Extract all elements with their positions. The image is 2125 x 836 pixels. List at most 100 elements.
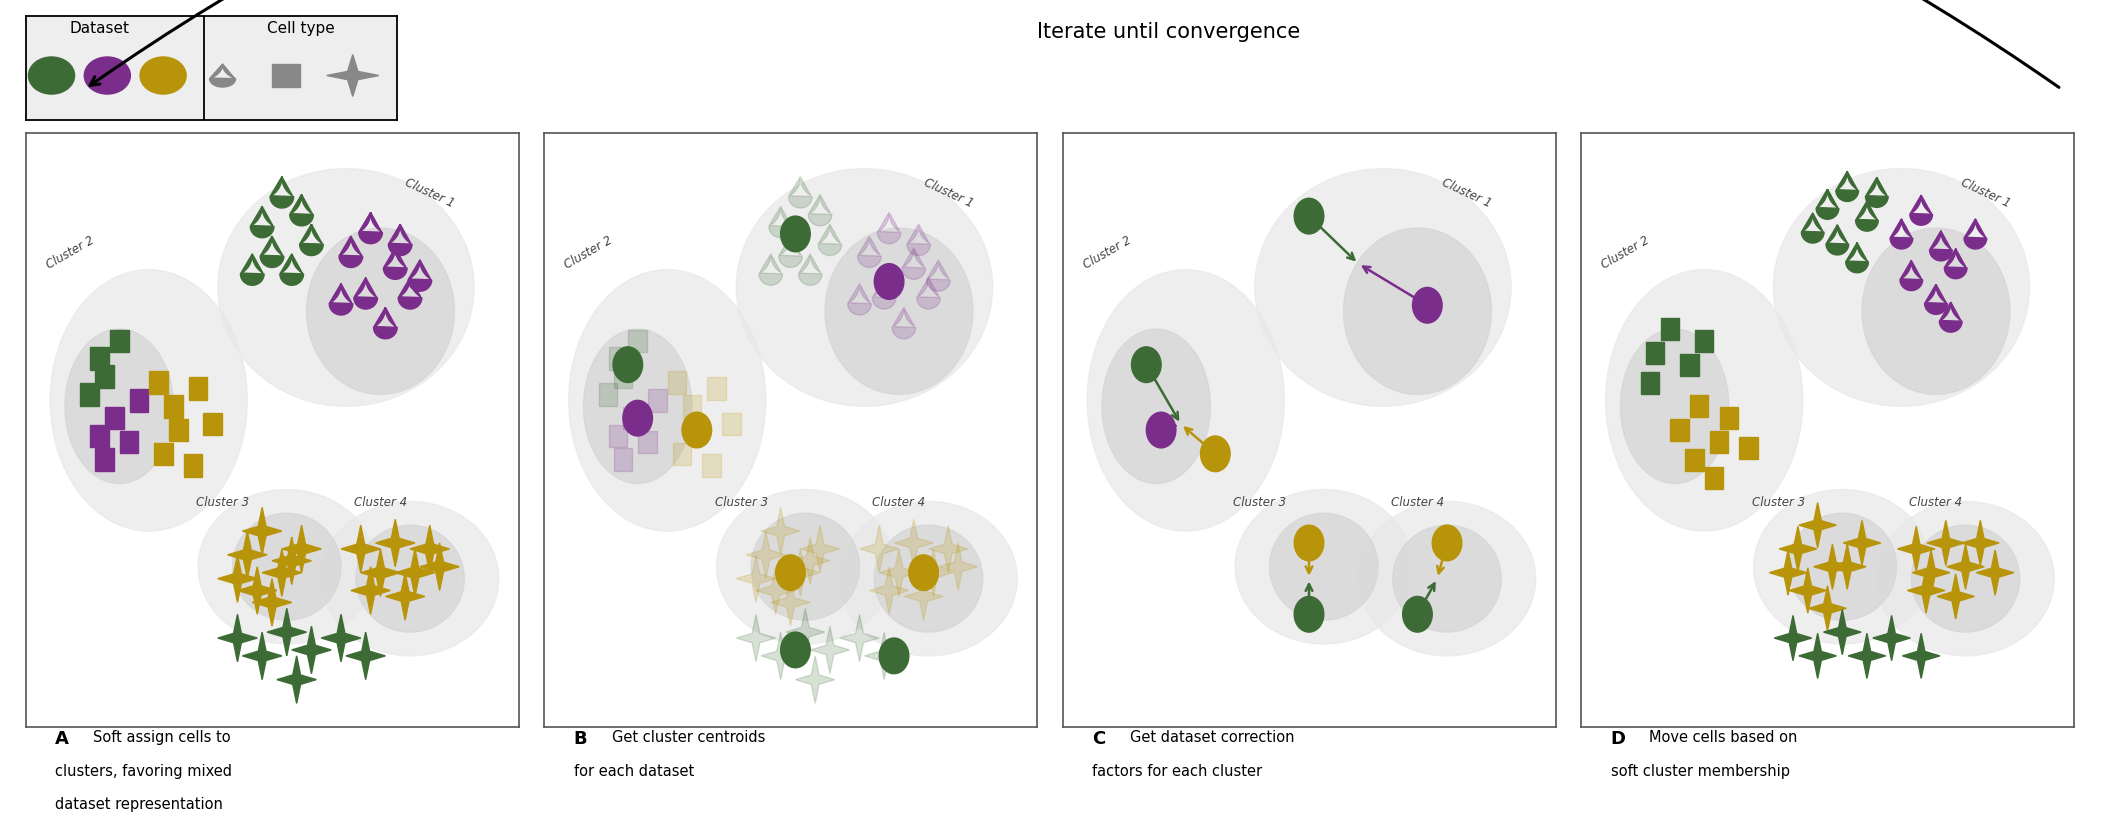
Polygon shape: [253, 579, 291, 626]
Circle shape: [682, 413, 712, 448]
Bar: [608, 426, 627, 448]
Polygon shape: [283, 526, 321, 573]
Ellipse shape: [735, 170, 992, 407]
Ellipse shape: [217, 170, 474, 407]
Ellipse shape: [1392, 526, 1500, 632]
Ellipse shape: [51, 270, 246, 532]
Polygon shape: [1836, 172, 1859, 202]
Bar: [189, 378, 208, 400]
Text: Cluster 3: Cluster 3: [1232, 495, 1286, 508]
Polygon shape: [1900, 261, 1923, 291]
Polygon shape: [361, 549, 400, 597]
Polygon shape: [321, 614, 361, 662]
Circle shape: [780, 217, 810, 252]
Bar: [1670, 420, 1689, 441]
Text: Cluster 4: Cluster 4: [355, 495, 408, 508]
Polygon shape: [1889, 220, 1912, 250]
Polygon shape: [227, 532, 268, 579]
Polygon shape: [907, 225, 931, 257]
Polygon shape: [1940, 303, 1961, 333]
Ellipse shape: [198, 490, 376, 645]
Polygon shape: [329, 284, 353, 316]
Ellipse shape: [1088, 270, 1284, 532]
Bar: [614, 366, 633, 389]
Bar: [1696, 330, 1713, 353]
Text: Cluster 1: Cluster 1: [922, 176, 975, 210]
Polygon shape: [869, 567, 910, 614]
Ellipse shape: [1621, 329, 1730, 484]
Ellipse shape: [1235, 490, 1413, 645]
Polygon shape: [410, 526, 450, 573]
Polygon shape: [1925, 285, 1946, 315]
Polygon shape: [238, 567, 276, 614]
Bar: [164, 395, 183, 418]
Polygon shape: [340, 526, 380, 573]
Circle shape: [1294, 597, 1324, 632]
Polygon shape: [1849, 634, 1885, 679]
Polygon shape: [801, 526, 839, 573]
Circle shape: [1130, 348, 1160, 383]
Polygon shape: [926, 261, 950, 292]
Polygon shape: [810, 626, 850, 674]
Bar: [614, 449, 633, 472]
Bar: [155, 443, 172, 466]
Bar: [170, 420, 187, 441]
Polygon shape: [759, 255, 782, 286]
Bar: [674, 443, 691, 466]
Ellipse shape: [1606, 270, 1802, 532]
Polygon shape: [397, 278, 423, 309]
Polygon shape: [217, 614, 257, 662]
Text: Iterate until convergence: Iterate until convergence: [1037, 23, 1300, 43]
Polygon shape: [1815, 544, 1851, 589]
Ellipse shape: [839, 502, 1018, 656]
Bar: [1704, 467, 1723, 489]
Circle shape: [1413, 288, 1443, 324]
Circle shape: [140, 58, 187, 95]
Bar: [81, 384, 100, 406]
Ellipse shape: [1876, 502, 2055, 656]
Polygon shape: [240, 255, 264, 286]
Bar: [204, 413, 223, 436]
Bar: [96, 366, 115, 389]
Polygon shape: [300, 225, 323, 257]
Polygon shape: [1817, 190, 1838, 220]
Polygon shape: [376, 519, 414, 567]
Ellipse shape: [1862, 229, 2010, 395]
Ellipse shape: [1103, 329, 1211, 484]
Polygon shape: [327, 55, 378, 97]
Text: Cluster 3: Cluster 3: [714, 495, 767, 508]
Polygon shape: [1961, 521, 2000, 566]
Polygon shape: [1976, 550, 2014, 595]
Polygon shape: [421, 543, 459, 591]
Polygon shape: [903, 573, 944, 620]
Bar: [119, 431, 138, 454]
Polygon shape: [1779, 527, 1817, 572]
Polygon shape: [1908, 568, 1944, 614]
Ellipse shape: [355, 526, 463, 632]
Polygon shape: [374, 308, 397, 339]
Bar: [104, 407, 123, 430]
Polygon shape: [408, 261, 431, 292]
Polygon shape: [1808, 586, 1847, 631]
Ellipse shape: [716, 490, 895, 645]
Circle shape: [1145, 413, 1175, 448]
Circle shape: [612, 348, 642, 383]
Bar: [688, 420, 706, 441]
Polygon shape: [276, 656, 317, 704]
Polygon shape: [272, 538, 312, 585]
Bar: [623, 407, 642, 430]
Polygon shape: [1770, 550, 1806, 595]
Text: Move cells based on: Move cells based on: [1649, 729, 1798, 744]
Polygon shape: [261, 549, 302, 597]
Polygon shape: [1847, 243, 1868, 273]
Polygon shape: [865, 632, 903, 680]
Polygon shape: [1902, 634, 1940, 679]
Polygon shape: [242, 632, 283, 680]
Bar: [701, 455, 720, 477]
Polygon shape: [1842, 521, 1881, 566]
Polygon shape: [382, 248, 408, 280]
Polygon shape: [808, 196, 831, 227]
Circle shape: [910, 555, 939, 591]
Bar: [89, 348, 108, 370]
Ellipse shape: [1269, 513, 1377, 620]
